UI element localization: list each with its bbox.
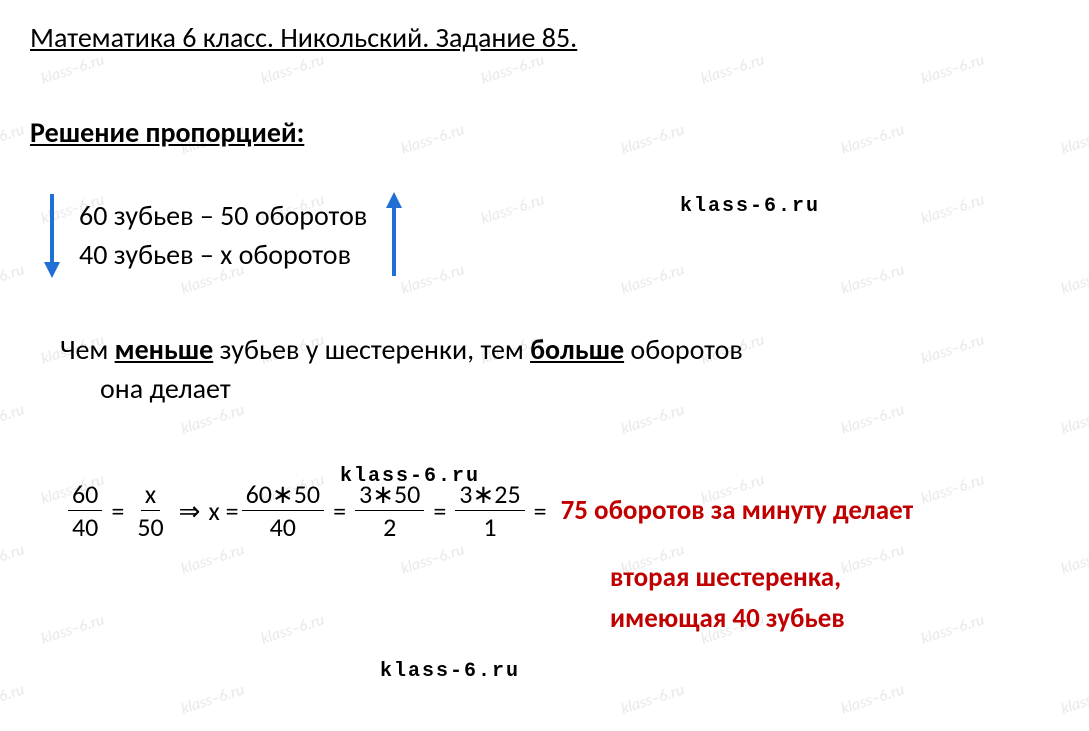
fraction-1: 60 40 (68, 478, 102, 543)
implies-arrow: ⇒ (179, 495, 201, 527)
fraction-4: 3∗50 2 (355, 478, 424, 543)
frac3-num: 60∗50 (242, 478, 325, 511)
expl-mid: зубьев у шестеренки, тем (213, 332, 530, 367)
explanation-text: Чем меньше зубьев у шестеренки, тем боль… (60, 330, 1059, 408)
equals-1: = (111, 495, 124, 527)
brand-label-3: klass-6.ru (380, 660, 520, 683)
equals-3: = (433, 495, 446, 527)
proportion-text: 60 зубьев – 50 оборотов 40 зубьев – х об… (79, 196, 367, 274)
expl-line2: она делает (100, 369, 1059, 408)
equals-2: = (333, 495, 346, 527)
brand-label-1: klass-6.ru (680, 195, 820, 218)
frac4-den: 2 (379, 511, 400, 543)
fraction-5: 3∗25 1 (455, 478, 524, 543)
frac3-den: 40 (266, 511, 300, 543)
brand-label-2: klass-6.ru (340, 465, 480, 488)
proportion-block: 60 зубьев – 50 оборотов 40 зубьев – х об… (40, 190, 1059, 280)
frac1-num: 60 (68, 478, 102, 511)
answer-line-1: 75 оборотов за минуту делает (561, 494, 914, 527)
equals-4: = (534, 495, 547, 527)
frac2-num: x (141, 478, 160, 511)
arrow-down-icon (40, 190, 64, 280)
arrow-up-icon (382, 190, 406, 280)
expl-suffix: оборотов (624, 332, 743, 367)
solution-heading: Решение пропорцией: (30, 115, 1059, 150)
content-area: Математика 6 класс. Никольский. Задание … (0, 0, 1089, 659)
frac1-den: 40 (68, 511, 102, 543)
answer-line-2: вторая шестеренка, (610, 558, 1059, 599)
expl-word1: меньше (115, 332, 214, 367)
proportion-line-1: 60 зубьев – 50 оборотов (79, 196, 367, 235)
x-equals: x = (208, 495, 238, 527)
expl-prefix: Чем (60, 332, 115, 367)
answer-continuation: вторая шестеренка, имеющая 40 зубьев (610, 558, 1059, 639)
expl-word2: больше (530, 332, 624, 367)
answer-line-3: имеющая 40 зубьев (610, 599, 1059, 640)
fraction-2: x 50 (133, 478, 167, 543)
proportion-line-2: 40 зубьев – х оборотов (79, 235, 367, 274)
fraction-3: 60∗50 40 (242, 478, 325, 543)
page-title: Математика 6 класс. Никольский. Задание … (30, 20, 1059, 55)
equation-block: 60 40 = x 50 ⇒ x = 60∗50 40 = 3∗50 2 = 3… (65, 478, 1059, 543)
frac5-den: 1 (479, 511, 500, 543)
frac2-den: 50 (133, 511, 167, 543)
